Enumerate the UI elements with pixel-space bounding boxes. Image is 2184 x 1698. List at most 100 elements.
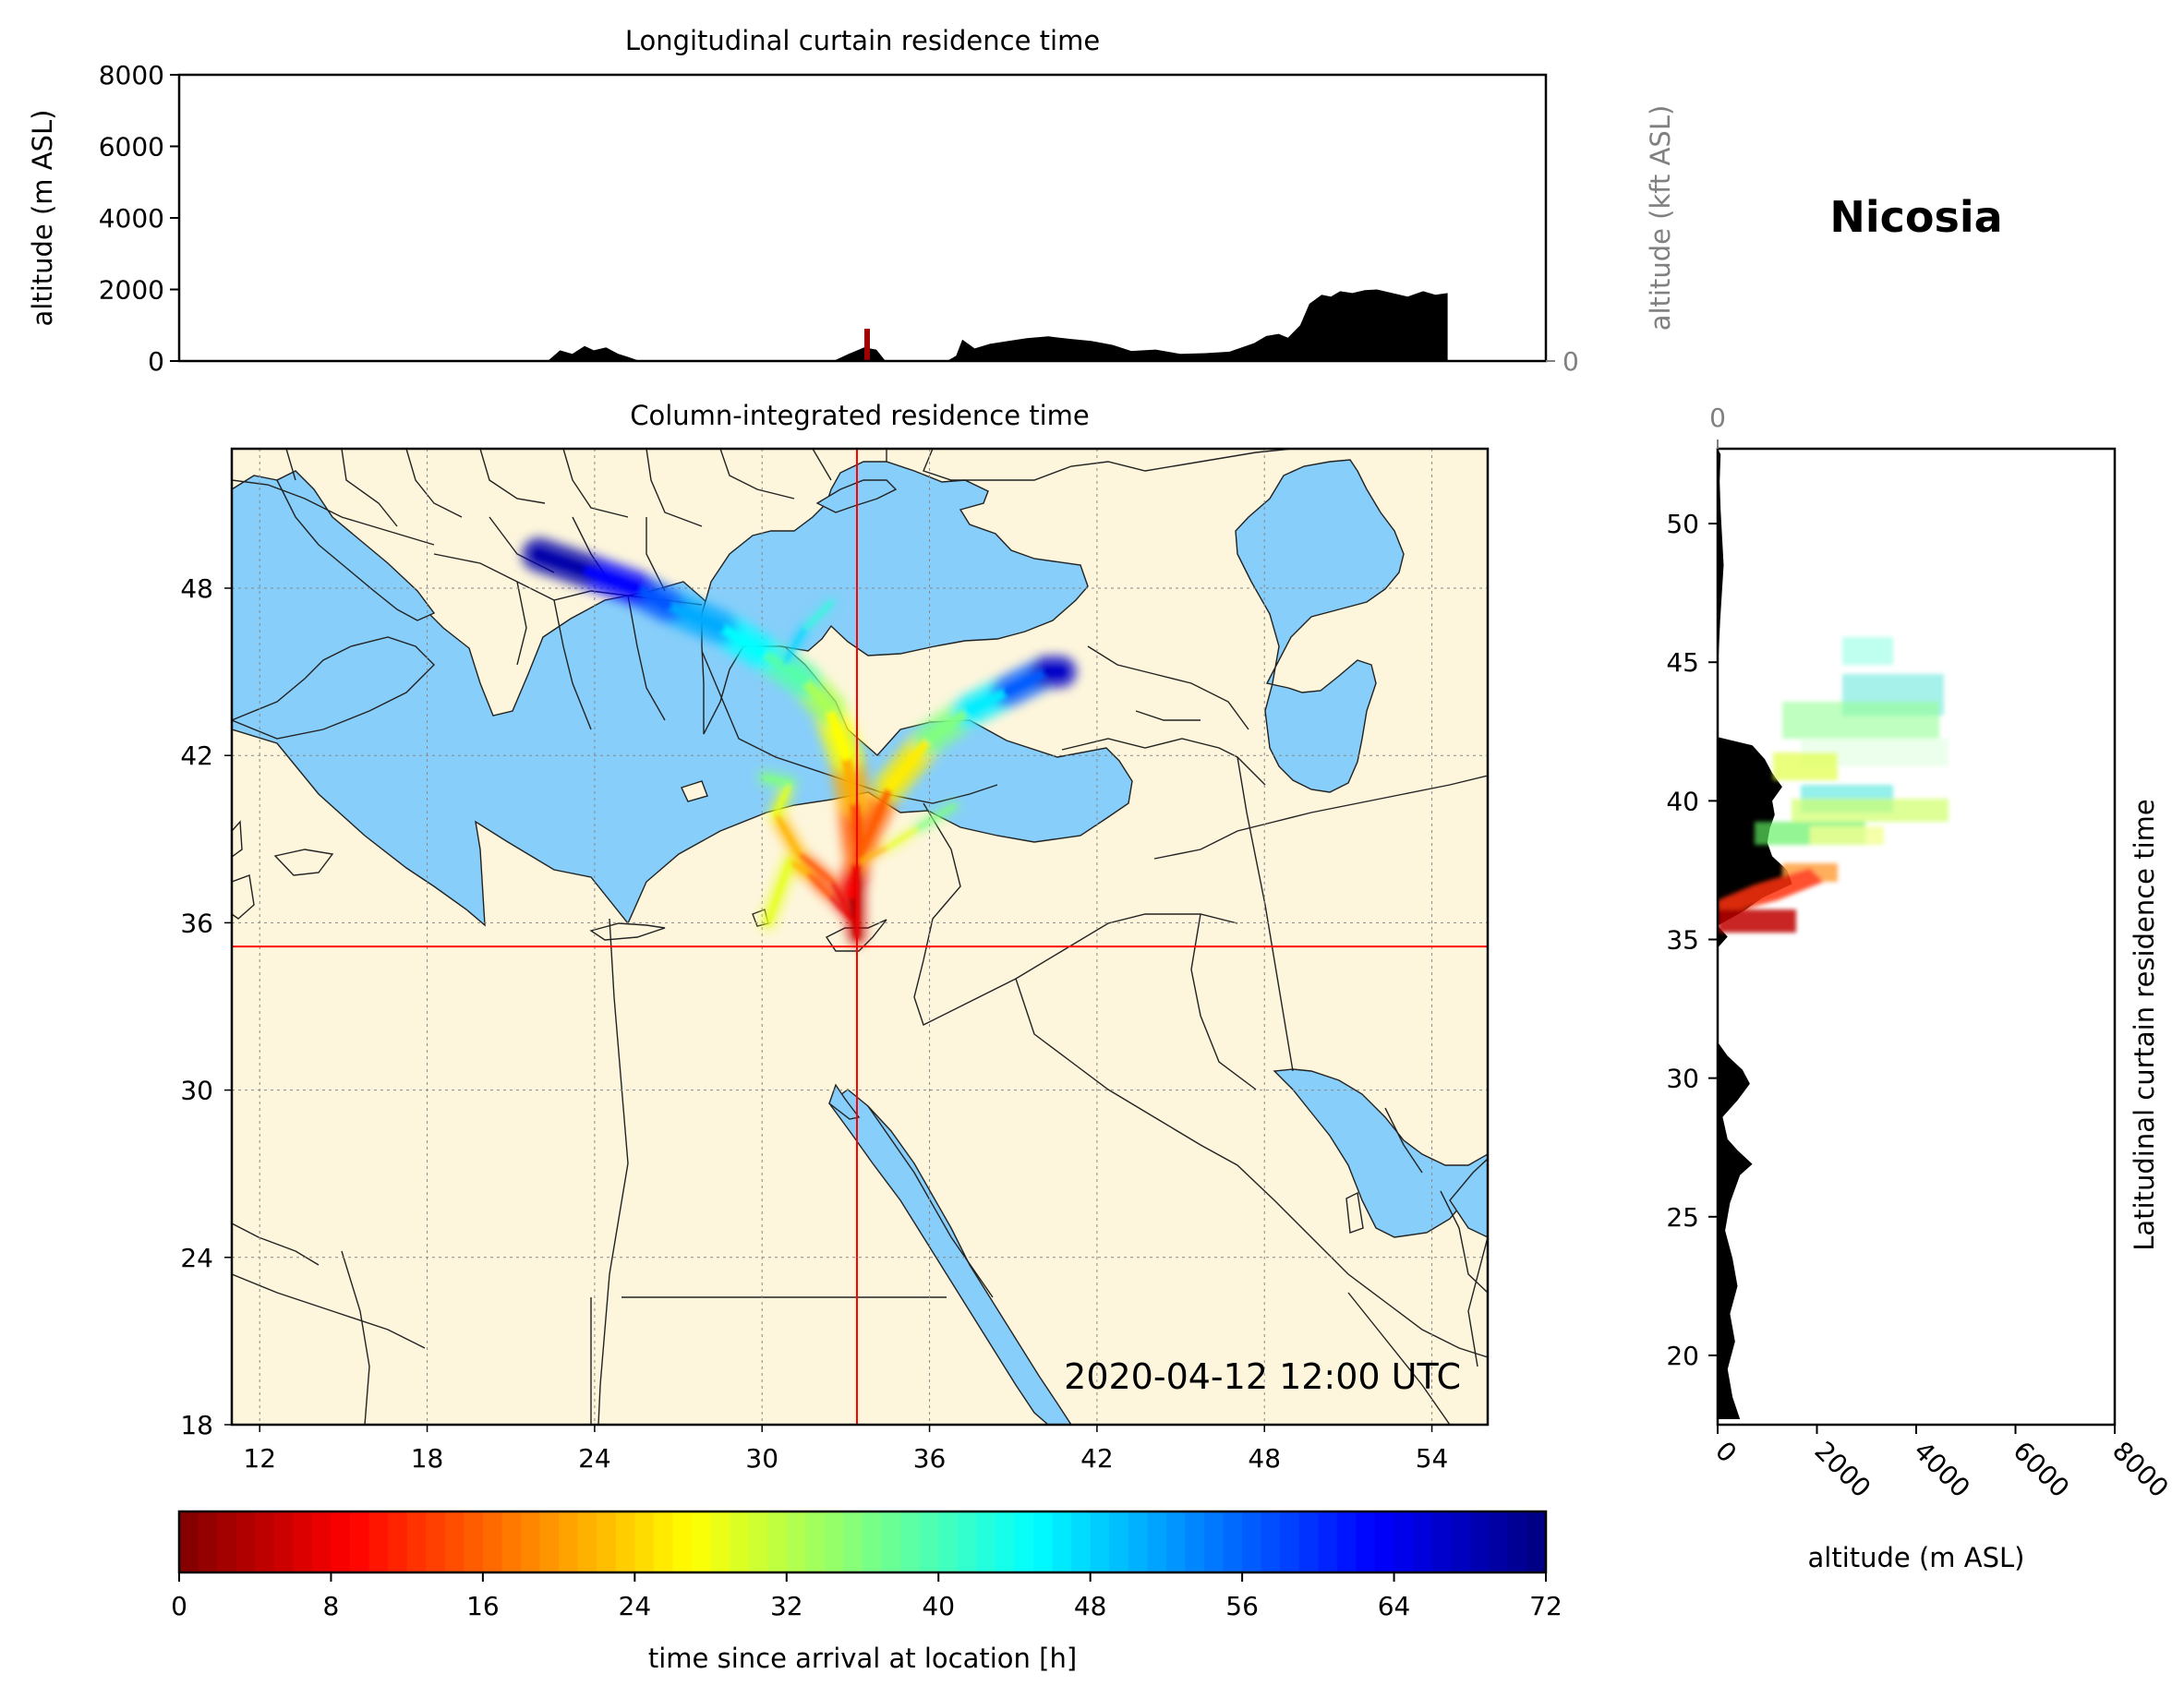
lat-ytick-label: 30 <box>1666 1064 1699 1094</box>
colorbar-step <box>672 1511 693 1572</box>
colorbar-step <box>615 1511 635 1572</box>
colorbar-step <box>634 1511 655 1572</box>
plume-segment <box>799 675 835 714</box>
latitudinal-frame <box>1716 447 2117 1427</box>
plume-segment <box>804 871 831 897</box>
lon-ytick-right-label: 0 <box>1563 346 1579 377</box>
colorbar-step <box>1375 1511 1395 1572</box>
colorbar-step <box>1431 1511 1452 1572</box>
colorbar-label: time since arrival at location [h] <box>648 1643 1077 1674</box>
plume-segment <box>575 563 642 594</box>
sea-black <box>701 461 1089 735</box>
plume-segment <box>840 750 860 805</box>
map-timestamp: 2020-04-12 12:00 UTC <box>1064 1356 1461 1397</box>
colorbar-tick-label: 0 <box>171 1591 187 1621</box>
border-africa <box>232 918 994 1425</box>
latitudinal-xticks: 0 2000 4000 6000 8000 <box>1709 1425 2175 1503</box>
lat-band-green <box>1782 702 1939 739</box>
plume-segment <box>788 859 809 875</box>
colorbar-step <box>881 1511 901 1572</box>
colorbar-step <box>1204 1511 1225 1572</box>
lat-band-yellow2 <box>1810 826 1884 845</box>
colorbar-step <box>179 1511 199 1572</box>
latitudinal-xticks-top: 050100 <box>1709 403 1726 449</box>
lon-ytick-label: 2000 <box>99 275 164 306</box>
colorbar-tick-label: 56 <box>1225 1591 1259 1621</box>
colorbar-step <box>900 1511 921 1572</box>
map-xtick-label: 18 <box>411 1443 444 1474</box>
colorbar-step <box>388 1511 408 1572</box>
latitudinal-title: Latitudinal curtain residence time <box>2129 799 2160 1251</box>
map-xtick-label: 36 <box>913 1443 947 1474</box>
colorbar-step <box>976 1511 996 1572</box>
plume-segment <box>924 705 973 744</box>
longitudinal-yticks: 0 2000 4000 6000 8000 <box>99 60 179 377</box>
colorbar-step <box>368 1511 389 1572</box>
colorbar-step <box>863 1511 883 1572</box>
map-xtick-label: 12 <box>243 1443 276 1474</box>
plume-segment <box>774 781 792 816</box>
plume-segment <box>853 782 895 865</box>
plume-segment <box>830 879 853 919</box>
lat-band-lime <box>1792 799 1949 822</box>
map-yticks: 18 24 30 36 42 48 <box>180 573 232 1440</box>
map-ytick-label: 42 <box>180 741 213 771</box>
longitudinal-terrain <box>548 289 1448 361</box>
colorbar-step <box>444 1511 465 1572</box>
colorbar-step <box>1033 1511 1054 1572</box>
island-lesbos <box>681 780 708 802</box>
map-xtick-label: 30 <box>745 1443 778 1474</box>
lat-band-yellow <box>1773 753 1838 780</box>
lat-xtick-label: 2000 <box>1809 1436 1877 1504</box>
colorbar-step <box>1261 1511 1281 1572</box>
lat-xtick-label: 6000 <box>2008 1436 2076 1504</box>
map-frame <box>230 447 1490 1427</box>
plume-segment <box>763 776 792 786</box>
sea-caspian <box>1235 459 1405 793</box>
longitudinal-title: Longitudinal curtain residence time <box>625 25 1100 56</box>
colorbar-step <box>1469 1511 1490 1572</box>
colorbar-step <box>843 1511 863 1572</box>
island-sardinia <box>232 874 255 920</box>
map-xticks: 12 18 24 30 36 42 48 54 <box>243 1425 1448 1474</box>
colorbar-tick-label: 16 <box>466 1591 500 1621</box>
colorbar-step <box>198 1511 218 1572</box>
plume-segment <box>534 549 586 574</box>
station-title: Nicosia <box>1829 192 2002 242</box>
border-balkans <box>433 516 703 730</box>
colorbar-step <box>406 1511 427 1572</box>
colorbar-step <box>559 1511 579 1572</box>
lon-ytick-label: 6000 <box>99 132 164 163</box>
longitudinal-ylabel: altitude (m ASL) <box>27 110 58 327</box>
latitudinal-xlabel: altitude (m ASL) <box>1808 1542 2025 1573</box>
plume-segment <box>802 600 834 632</box>
colorbar-tick-label: 64 <box>1378 1591 1411 1621</box>
colorbar-step <box>805 1511 826 1572</box>
colorbar-step <box>331 1511 351 1572</box>
colorbar-step <box>1071 1511 1092 1572</box>
colorbar-step <box>1336 1511 1357 1572</box>
plume-segment <box>963 686 1013 716</box>
colorbar-tick-label: 24 <box>619 1591 652 1621</box>
colorbar-step <box>692 1511 712 1572</box>
longitudinal-panel: Longitudinal curtain residence time 0 200… <box>27 25 1676 377</box>
colorbar-step <box>1014 1511 1034 1572</box>
colorbar-step <box>350 1511 370 1572</box>
map-ytick-label: 36 <box>180 908 213 938</box>
lat-band-cyan <box>1842 637 1893 665</box>
lat-ytick-label: 35 <box>1666 925 1699 956</box>
island-bahrain <box>1345 1191 1364 1234</box>
map-title: Column-integrated residence time <box>630 400 1090 431</box>
colorbar-step <box>539 1511 560 1572</box>
colorbar-step <box>577 1511 597 1572</box>
lat-ytick-label: 25 <box>1666 1202 1699 1233</box>
colorbar-step <box>730 1511 750 1572</box>
lat-xtick-label: 4000 <box>1908 1436 1976 1504</box>
colorbar-step <box>1052 1511 1072 1572</box>
colorbar-step <box>938 1511 959 1572</box>
border-middle-east <box>913 756 1488 1425</box>
plume-segment <box>858 846 889 863</box>
colorbar-step <box>1526 1511 1547 1572</box>
colorbar-step <box>1185 1511 1205 1572</box>
